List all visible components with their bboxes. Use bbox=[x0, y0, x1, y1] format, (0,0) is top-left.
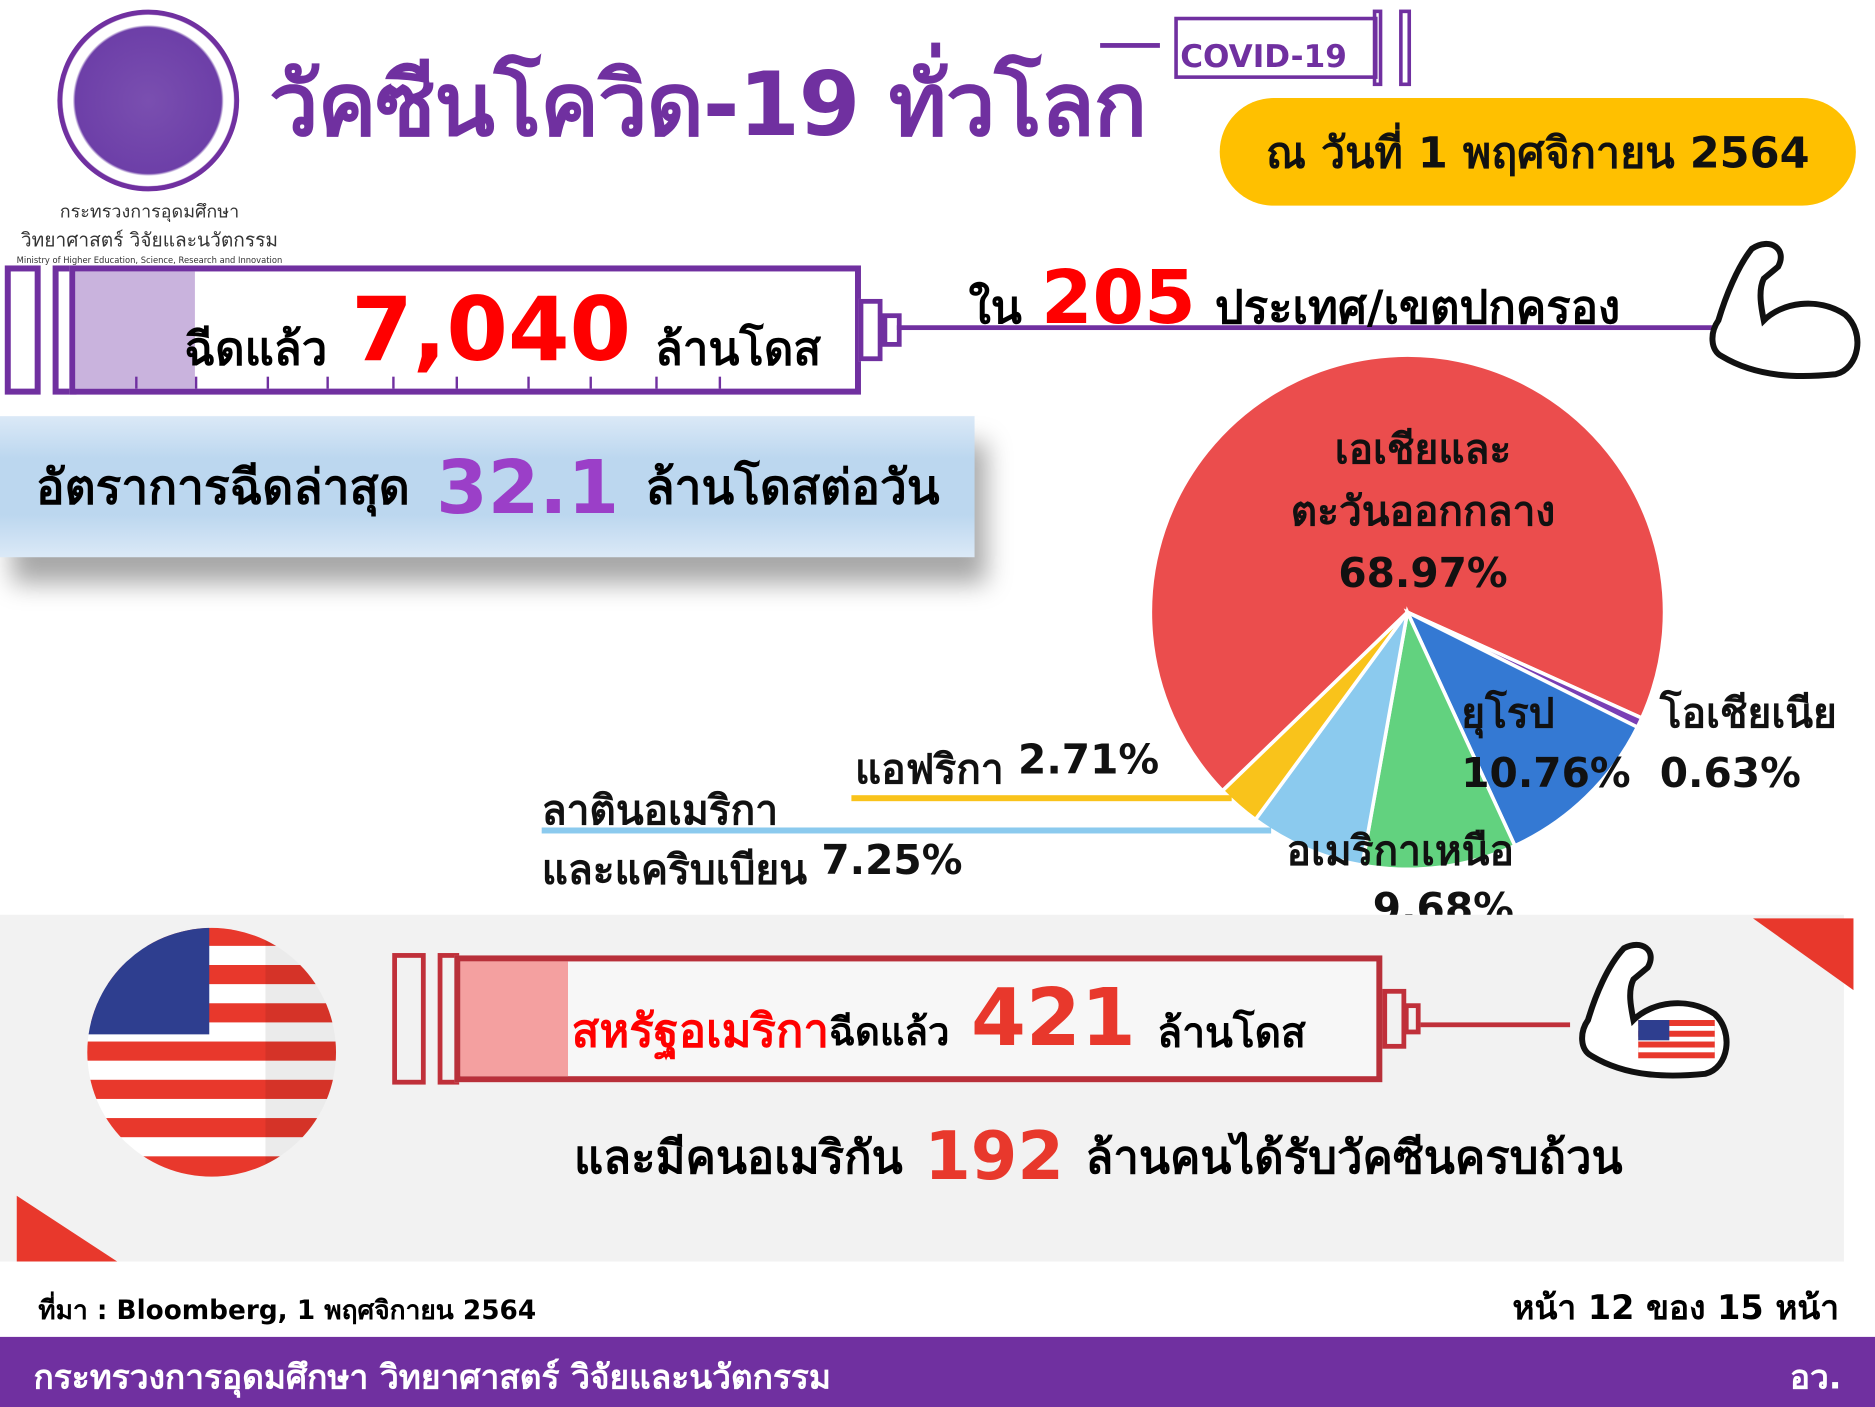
rate-banner: อัตราการฉีดล่าสุด 32.1 ล้านโดสต่อวัน bbox=[0, 416, 975, 558]
region-pie-chart bbox=[1148, 353, 1667, 872]
pie-slice-0 bbox=[1148, 353, 1667, 794]
rate-suffix: ล้านโดสต่อวัน bbox=[645, 460, 940, 516]
usa-doses-unit: ล้านโดส bbox=[1157, 1009, 1306, 1058]
countries-text: ใน 205 ประเทศ/เขตปกครอง bbox=[969, 254, 1621, 344]
label-asia: เอเชียและ ตะวันออกกลาง 68.97% bbox=[1244, 419, 1603, 606]
africa-leader-line bbox=[851, 795, 1232, 802]
label-africa: แอฟริกา 2.71% bbox=[855, 737, 1159, 802]
pie-slice-4 bbox=[1252, 611, 1410, 868]
countries-prefix: ใน bbox=[968, 281, 1022, 334]
ministry-en: Ministry of Higher Education, Science, R… bbox=[16, 255, 283, 266]
usa-people-suffix: ล้านคนได้รับวัคซีนครบถ้วน bbox=[1085, 1131, 1623, 1184]
label-europe-name: ยุโรป bbox=[1461, 689, 1555, 738]
page-number: หน้า 12 ของ 15 หน้า bbox=[1512, 1287, 1840, 1328]
label-asia-line2: ตะวันออกกลาง bbox=[1290, 487, 1556, 536]
covid-label: COVID-19 bbox=[1174, 16, 1378, 79]
usa-people-prefix: และมีคนอเมริกัน bbox=[573, 1131, 903, 1184]
doses-unit: ล้านโดส bbox=[655, 322, 822, 375]
doses-prefix: ฉีดแล้ว bbox=[184, 322, 328, 375]
latam-leader-line bbox=[541, 827, 1272, 834]
pie-slice-2 bbox=[1403, 608, 1640, 849]
pie-slice-3 bbox=[1360, 606, 1518, 872]
label-na-name: อเมริกาเหนือ bbox=[1286, 827, 1514, 876]
label-latam-value: 7.25% bbox=[821, 837, 963, 885]
global-syringe: ฉีดแล้ว 7,040 ล้านโดส bbox=[4, 265, 914, 397]
ministry-th-2: วิทยาศาสตร์ วิจัยและนวัตกรรม bbox=[20, 228, 279, 252]
usa-country: สหรัฐอเมริกา bbox=[571, 1003, 829, 1057]
corner-triangle-top bbox=[1753, 918, 1854, 991]
usa-syringe: สหรัฐอเมริกา ฉีดแล้ว 421 ล้านโดส bbox=[392, 953, 1432, 1087]
label-asia-line1: เอเชียและ bbox=[1334, 425, 1512, 474]
source-note: ที่มา : Bloomberg, 1 พฤศจิกายน 2564 bbox=[38, 1296, 537, 1327]
usa-flexed-arm-icon bbox=[1579, 941, 1730, 1079]
pie-slice-5 bbox=[1219, 610, 1409, 823]
usa-doses-prefix: ฉีดแล้ว bbox=[828, 1008, 950, 1055]
ministry-th-1: กระทรวงการอุดมศึกษา bbox=[59, 200, 240, 223]
footer-abbr: อว. bbox=[1789, 1357, 1842, 1397]
rate-value: 32.1 bbox=[436, 443, 620, 531]
label-africa-value: 2.71% bbox=[1018, 736, 1160, 785]
corner-triangle-bottom bbox=[16, 1195, 118, 1262]
countries-value: 205 bbox=[1040, 253, 1196, 341]
usa-needle bbox=[1420, 1022, 1571, 1028]
label-africa-name: แอฟริกา bbox=[854, 746, 1004, 795]
footer-ministry: กระทรวงการอุดมศึกษา วิทยาศาสตร์ วิจัยและ… bbox=[33, 1357, 831, 1397]
footer-bar: กระทรวงการอุดมศึกษา วิทยาศาสตร์ วิจัยและ… bbox=[0, 1336, 1875, 1407]
global-doses-value: 7,040 bbox=[351, 278, 632, 382]
label-oceania-name: โอเชียเนีย bbox=[1659, 689, 1837, 738]
page-title: วัคซีนโควิด-19 ทั่วโลก bbox=[269, 53, 1147, 157]
us-flag-icon bbox=[87, 927, 337, 1177]
label-oceania: โอเชียเนีย 0.63% bbox=[1660, 684, 1837, 804]
label-asia-value: 68.97% bbox=[1338, 550, 1508, 598]
countries-suffix: ประเทศ/เขตปกครอง bbox=[1214, 281, 1621, 334]
label-europe-value: 10.76% bbox=[1461, 749, 1631, 798]
label-latam-name: และแคริบเบียน bbox=[541, 846, 808, 895]
label-europe: ยุโรป 10.76% bbox=[1461, 684, 1630, 804]
syringe-needle bbox=[896, 325, 1797, 331]
usa-people-value: 192 bbox=[924, 1118, 1065, 1196]
usa-people-text: และมีคนอเมริกัน 192 ล้านคนได้รับวัคซีนคร… bbox=[574, 1118, 1623, 1196]
rate-prefix: อัตราการฉีดล่าสุด bbox=[35, 460, 410, 516]
ministry-logo bbox=[57, 9, 240, 192]
usa-doses-value: 421 bbox=[971, 971, 1136, 1064]
label-latam-line2: และแคริบเบียน 7.25% bbox=[542, 837, 963, 902]
ministry-name: กระทรวงการอุดมศึกษา วิทยาศาสตร์ วิจัยและ… bbox=[12, 197, 287, 266]
label-oceania-value: 0.63% bbox=[1659, 749, 1801, 798]
flexed-arm-icon bbox=[1709, 240, 1861, 380]
label-latam-line1: ลาตินอเมริกา bbox=[541, 786, 779, 835]
covid-syringe-icon: COVID-19 bbox=[1100, 9, 1417, 87]
date-badge: ณ วันที่ 1 พฤศจิกายน 2564 bbox=[1219, 98, 1856, 206]
